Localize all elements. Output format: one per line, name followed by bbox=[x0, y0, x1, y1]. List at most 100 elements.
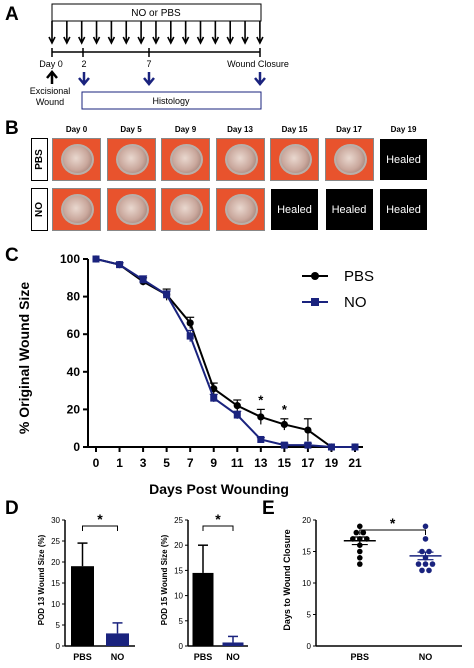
panel-c-letter: C bbox=[5, 245, 19, 266]
data-point-no bbox=[422, 523, 429, 530]
bar-pbs bbox=[192, 572, 214, 646]
x-axis-label: Days Post Wounding bbox=[149, 481, 289, 497]
day-column-label: Day 19 bbox=[390, 125, 417, 134]
data-point-no bbox=[304, 441, 312, 449]
dose-arrow-icon bbox=[196, 21, 205, 45]
y-tick-label: 0 bbox=[56, 642, 61, 651]
data-point-pbs bbox=[210, 385, 218, 393]
significance-star: * bbox=[215, 511, 221, 527]
bar-no bbox=[106, 633, 129, 646]
dose-arrow-icon bbox=[92, 21, 101, 45]
day-column-label: Day 9 bbox=[174, 125, 197, 134]
data-point-no bbox=[210, 394, 218, 402]
data-point-no bbox=[92, 255, 100, 263]
histology-arrow-icon bbox=[78, 72, 90, 86]
x-tick-label: 13 bbox=[254, 456, 268, 470]
day0-label: Day 0 bbox=[39, 59, 63, 69]
wound-photo bbox=[270, 138, 319, 181]
data-point-no bbox=[422, 561, 429, 567]
wound-photo bbox=[324, 138, 374, 181]
x-tick-label: PBS bbox=[73, 652, 92, 662]
days-to-closure-scatter: Days to Wound Closure 0 5 10 15 20 PBS NO * bbox=[282, 515, 462, 662]
data-point-pbs bbox=[357, 561, 363, 567]
x-tick-label: NO bbox=[226, 652, 240, 662]
y-tick-label: 20 bbox=[67, 402, 81, 416]
dose-arrow-icon bbox=[77, 21, 86, 45]
wound-area bbox=[333, 144, 367, 175]
bar-no bbox=[222, 642, 244, 646]
data-point-no bbox=[422, 536, 429, 542]
dose-arrow-icon bbox=[226, 21, 234, 45]
x-tick-label: 15 bbox=[278, 456, 292, 470]
y-axis-label: Days to Wound Closure bbox=[282, 529, 292, 630]
series-line-pbs bbox=[95, 258, 355, 448]
significance-bracket bbox=[202, 525, 234, 531]
data-point-pbs bbox=[360, 529, 367, 536]
healed-label: Healed bbox=[270, 188, 319, 231]
x-tick-label: 3 bbox=[140, 456, 147, 470]
dose-arrow-icon bbox=[167, 21, 175, 45]
significance-bracket bbox=[82, 525, 118, 531]
histology-label: Histology bbox=[152, 96, 190, 106]
dose-arrow-icon bbox=[107, 21, 116, 45]
wound-area bbox=[279, 144, 312, 175]
panel-d-letter: D bbox=[5, 498, 19, 519]
data-point-no bbox=[116, 261, 124, 269]
row-label-text: PBS bbox=[34, 149, 45, 170]
day-column-label: Day 0 bbox=[65, 125, 88, 134]
legend-marker bbox=[311, 272, 319, 280]
wound-photo bbox=[52, 138, 101, 181]
dose-arrow-icon bbox=[48, 21, 56, 45]
y-tick-label: 80 bbox=[67, 290, 81, 304]
x-tick-label: 7 bbox=[187, 456, 194, 470]
data-point-pbs bbox=[233, 402, 241, 410]
significance-star: * bbox=[282, 402, 288, 417]
y-tick-label: 0 bbox=[307, 642, 312, 651]
wound-photo bbox=[106, 188, 156, 231]
data-point-no bbox=[429, 561, 436, 567]
data-point-pbs bbox=[353, 529, 360, 536]
excision-arrow-icon bbox=[46, 70, 58, 84]
data-point-no bbox=[257, 435, 265, 443]
x-tick-label: 0 bbox=[93, 456, 100, 470]
data-point-no bbox=[419, 548, 425, 555]
histology-box bbox=[81, 91, 262, 110]
panel-a-letter: A bbox=[5, 4, 19, 25]
y-tick-label: 25 bbox=[51, 537, 60, 546]
data-point-pbs bbox=[186, 319, 194, 327]
panel-e-letter: E bbox=[262, 498, 275, 519]
y-tick-label: 15 bbox=[174, 566, 183, 575]
data-point-pbs bbox=[357, 548, 363, 555]
data-point-no bbox=[415, 561, 422, 567]
wound-photo bbox=[52, 188, 101, 231]
y-tick-label: 5 bbox=[179, 617, 184, 626]
wound-area bbox=[61, 194, 94, 225]
series-line-no bbox=[95, 258, 355, 448]
wound-photo bbox=[215, 188, 265, 231]
x-tick-label: 5 bbox=[163, 456, 170, 470]
y-tick-label: 10 bbox=[174, 592, 183, 601]
dose-arrow-icon bbox=[63, 21, 71, 45]
healed-label: Healed bbox=[379, 138, 428, 181]
y-tick-label: 20 bbox=[174, 541, 183, 550]
data-point-no bbox=[280, 441, 288, 449]
wound-photo bbox=[161, 188, 210, 231]
data-point-no bbox=[351, 443, 359, 451]
bar-pbs bbox=[71, 566, 94, 646]
dose-arrow-icon bbox=[241, 21, 249, 45]
data-point-no bbox=[233, 411, 241, 419]
wound-area bbox=[170, 144, 203, 175]
data-point-no bbox=[327, 443, 335, 451]
data-point-no bbox=[139, 276, 147, 284]
y-axis-label: POD 13 Wound Size (%) bbox=[37, 534, 46, 625]
y-tick-label: 10 bbox=[302, 579, 311, 588]
significance-star: * bbox=[390, 515, 396, 531]
wound-photo bbox=[106, 138, 156, 181]
timeline-diagram: NO or PBS Day 0 2 7 Wound Closure Excisi… bbox=[30, 3, 289, 110]
x-tick-label: 11 bbox=[231, 456, 244, 470]
histology-arrow-icon bbox=[254, 72, 266, 86]
wound-area bbox=[115, 194, 149, 225]
y-tick-label: 15 bbox=[302, 548, 311, 557]
legend-marker bbox=[311, 298, 319, 306]
dose-arrow-icon bbox=[256, 21, 264, 45]
